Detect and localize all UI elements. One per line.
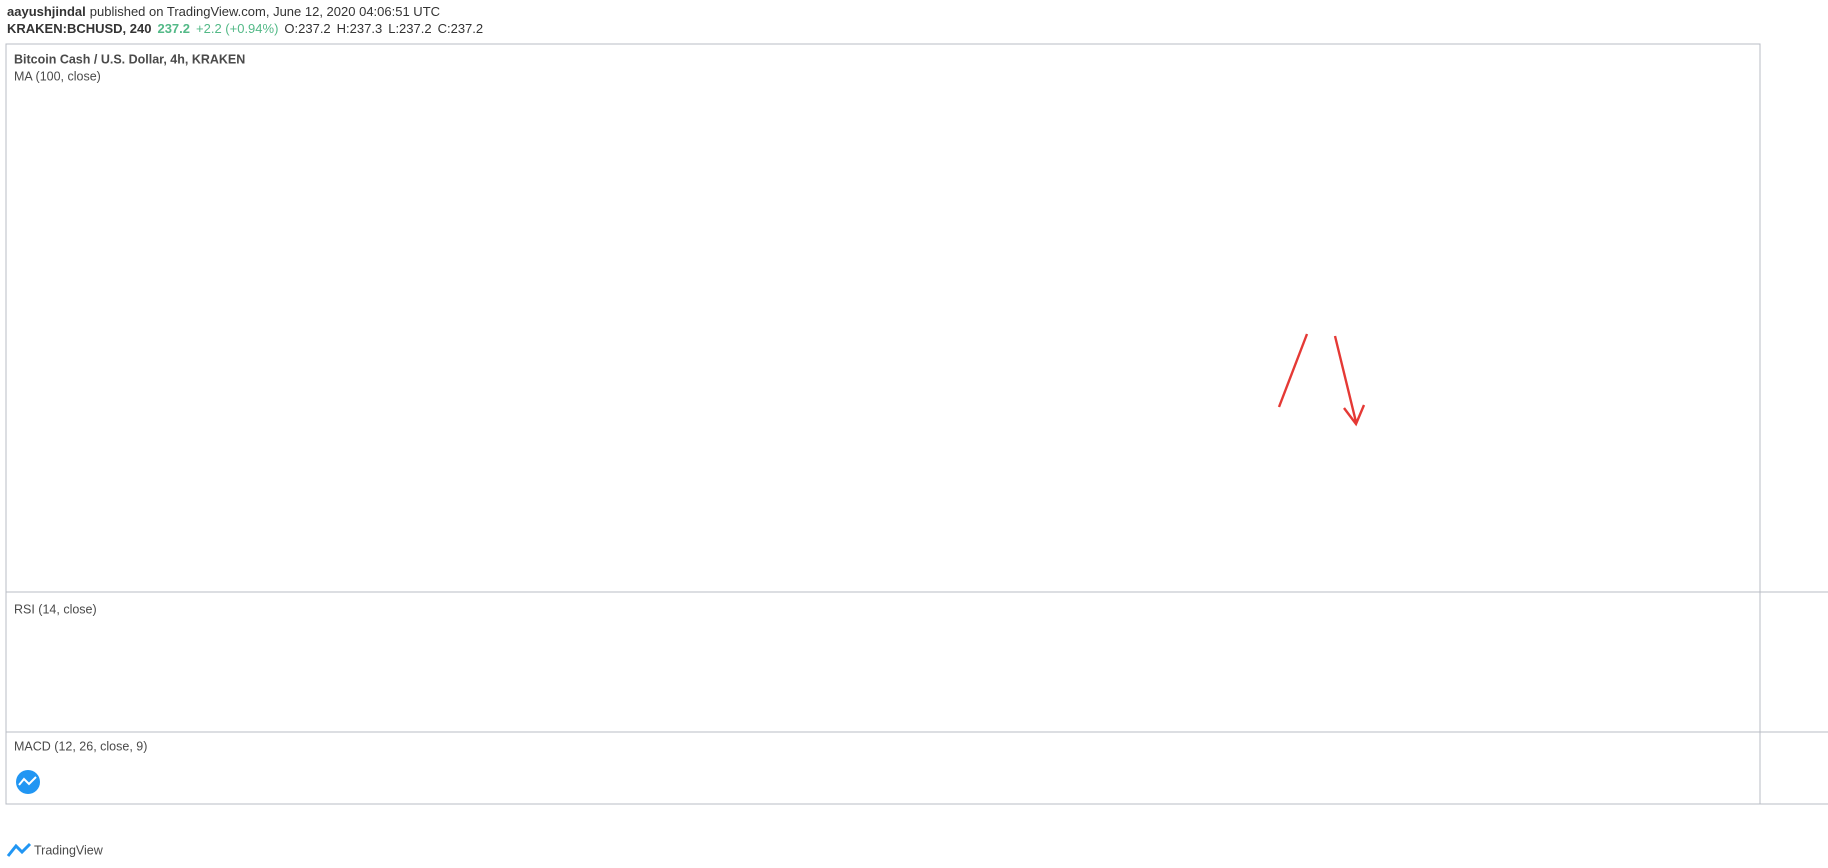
overlay-legend: MA (100, close) xyxy=(14,69,101,83)
publisher: aayushjindal xyxy=(7,4,86,19)
arrow-up xyxy=(1277,333,1309,408)
rsi-title: RSI (14, close) xyxy=(14,602,97,616)
symbol: KRAKEN:BCHUSD, 240 xyxy=(7,21,151,36)
header-price: 237.2 xyxy=(157,21,190,36)
pane-title: Bitcoin Cash / U.S. Dollar, 4h, KRAKEN xyxy=(14,52,245,66)
footer-logo: TradingView xyxy=(6,842,104,857)
header-open: O:237.2 xyxy=(284,21,330,36)
macd-title: MACD (12, 26, close, 9) xyxy=(14,739,147,753)
header-low: L:237.2 xyxy=(388,21,431,36)
footer-brand: TradingView xyxy=(34,843,104,857)
publish-line: aayushjindal published on TradingView.com… xyxy=(7,4,440,19)
arrow-down xyxy=(1333,335,1366,427)
published-info: published on TradingView.com, June 12, 2… xyxy=(90,4,440,19)
logo-mark xyxy=(6,842,32,857)
tv-icon xyxy=(16,770,40,794)
symbol-line: KRAKEN:BCHUSD, 240 237.2 +2.2 (+0.94%) O:23… xyxy=(7,21,483,36)
icon-wave xyxy=(18,776,37,786)
header-close: C:237.2 xyxy=(438,21,484,36)
header-change: +2.2 (+0.94%) xyxy=(196,21,278,36)
header-high: H:237.3 xyxy=(337,21,383,36)
pane-layer xyxy=(5,43,1828,805)
